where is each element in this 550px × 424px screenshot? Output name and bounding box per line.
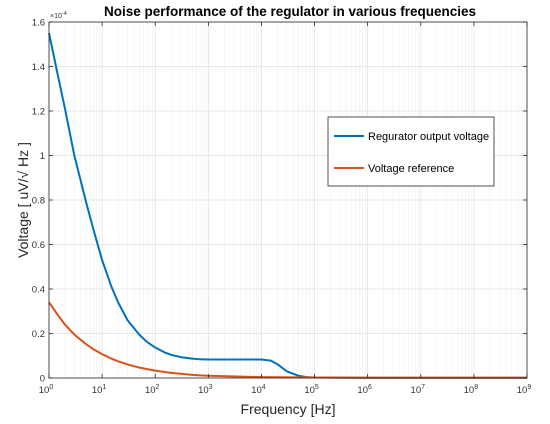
chart-title: Noise performance of the regulator in va… — [104, 4, 476, 19]
y-tick-label: 1 — [40, 151, 45, 162]
x-tick-label: 108 — [464, 384, 479, 396]
x-tick-label: 107 — [411, 384, 426, 396]
axis-ticks — [48, 21, 528, 379]
x-tick-label: 104 — [251, 384, 266, 396]
legend: Regurator output voltage Voltage referen… — [327, 116, 495, 187]
legend-label-regurator-output: Regurator output voltage — [368, 131, 489, 143]
y-tick-label: 1.6 — [32, 18, 45, 29]
x-tick-label: 105 — [304, 384, 319, 396]
y-exponent-label: ×10-4 — [50, 11, 67, 20]
y-tick-label: 0 — [40, 374, 45, 385]
legend-label-voltage-reference: Voltage reference — [368, 163, 454, 175]
x-tick-label: 106 — [357, 384, 372, 396]
x-tick-labels: 100 101 102 103 104 105 106 107 108 109 — [39, 384, 532, 396]
x-tick-label: 109 — [517, 384, 532, 396]
x-tick-label: 100 — [39, 384, 54, 396]
y-tick-labels: 0 0.2 0.4 0.6 0.8 1 1.2 1.4 1.6 — [32, 18, 45, 385]
y-tick-label: 0.6 — [32, 240, 45, 251]
grid — [48, 21, 528, 379]
y-tick-label: 0.2 — [32, 329, 45, 340]
y-axis-title: Voltage [ uV/√ Hz ] — [15, 142, 31, 258]
y-tick-label: 1.4 — [32, 62, 45, 73]
y-tick-label: 1.2 — [32, 107, 45, 118]
y-tick-label: 0.8 — [32, 196, 45, 207]
y-tick-label: 0.4 — [32, 285, 45, 296]
x-tick-label: 101 — [92, 384, 107, 396]
legend-box — [327, 116, 495, 187]
x-tick-label: 102 — [145, 384, 160, 396]
x-tick-label: 103 — [198, 384, 213, 396]
x-axis-title: Frequency [Hz] — [241, 401, 336, 417]
